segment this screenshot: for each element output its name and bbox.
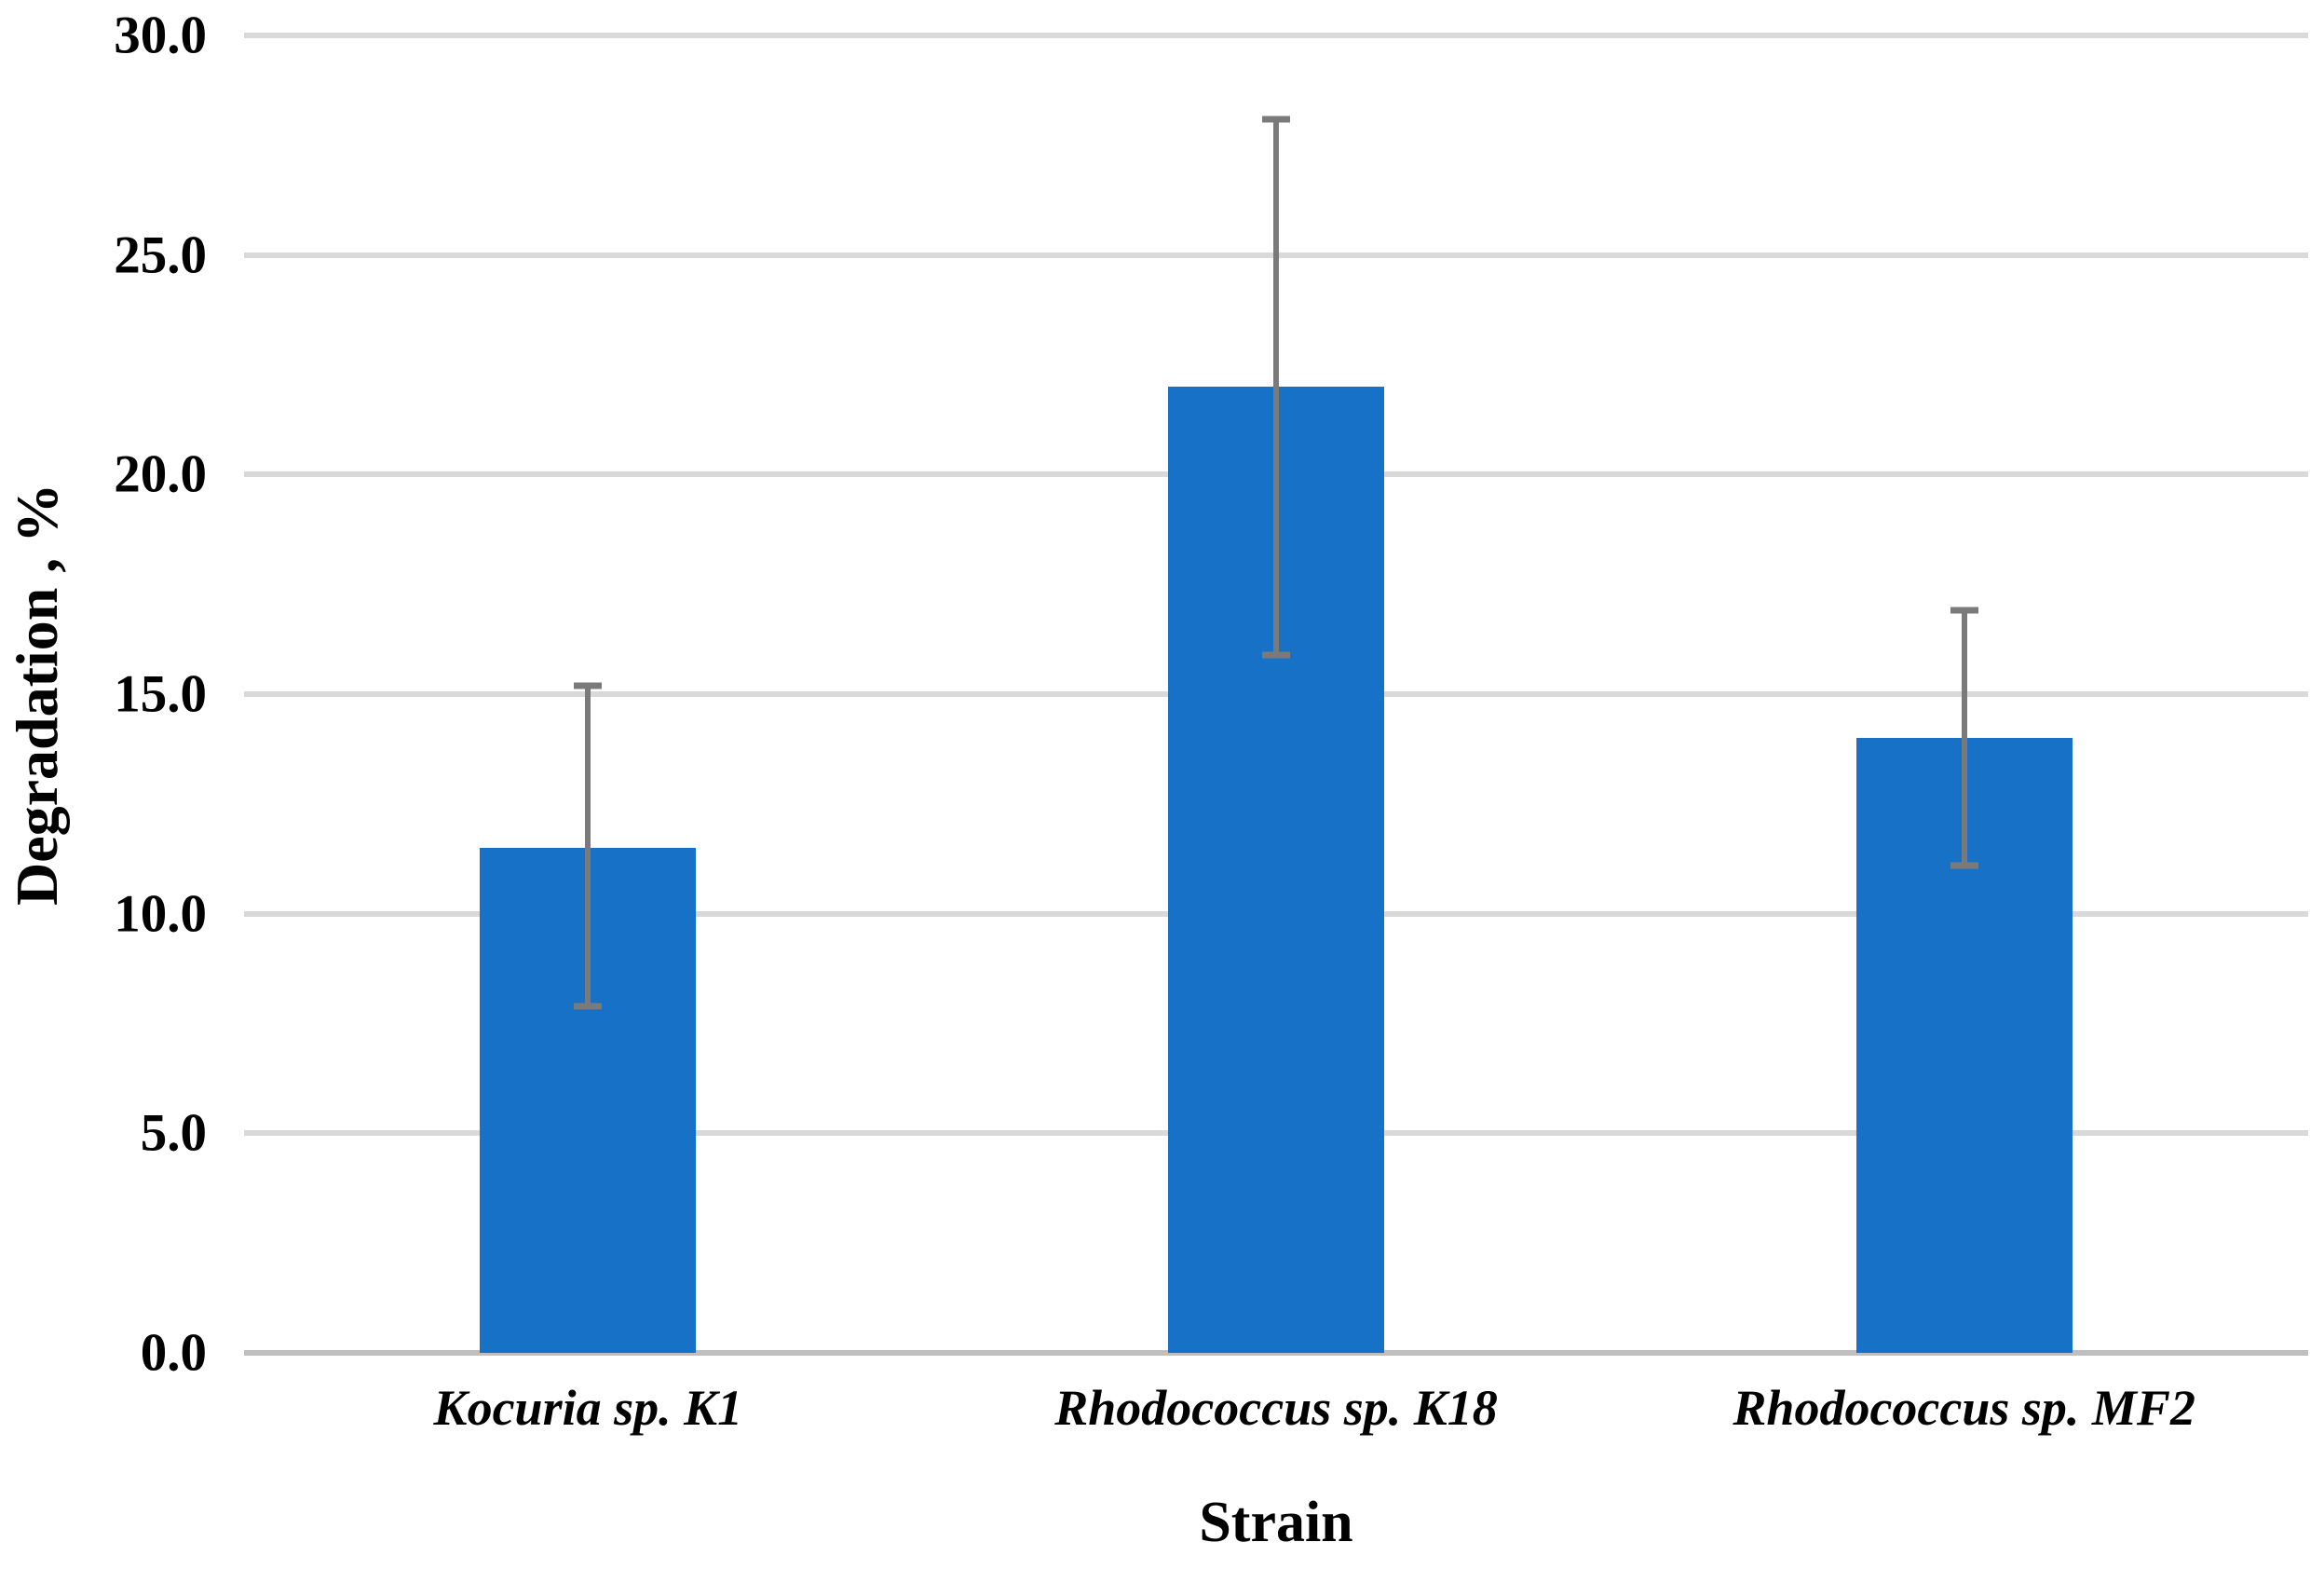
bars-container [244,35,2308,1353]
category-label-3: Rhodococcus sp. MF2 [1733,1380,2195,1436]
category-label-1: Kocuria sp. K1 [433,1380,743,1436]
gridline-0.0 [244,1350,2308,1356]
x-axis-category-labels: Kocuria sp. K1 Rhodococcus sp. K18 Rhodoco… [244,1379,2308,1437]
y-tick-label-10.0: 10.0 [114,884,207,944]
error-bar-cap-top-2 [1262,116,1290,123]
y-tick-label-15.0: 15.0 [114,664,207,724]
y-axis-tick-labels: 0.0 5.0 10.0 15.0 20.0 25.0 30.0 [0,9,207,1380]
error-bar-cap-top-3 [1950,607,1978,614]
error-bar-line-1 [585,685,591,1006]
error-bar-cap-bottom-2 [1262,651,1290,659]
bar-group-1 [244,35,932,1353]
y-tick-label-30.0: 30.0 [114,6,207,65]
error-bar-cap-top-1 [574,682,603,689]
y-tick-label-20.0: 20.0 [114,444,207,504]
category-label-2: Rhodococcus sp. K18 [1054,1380,1498,1436]
x-axis-title: Strain [1199,1491,1353,1554]
y-tick-label-5.0: 5.0 [140,1103,207,1163]
bar-group-3 [1620,35,2308,1353]
error-bar-line-3 [1961,610,1967,866]
plot-area [244,33,2308,1356]
y-tick-label-0.0: 0.0 [140,1323,207,1383]
y-tick-label-25.0: 25.0 [114,225,207,285]
gridline-30.0 [244,33,2308,38]
error-bar-line-2 [1273,118,1279,655]
error-bar-cap-bottom-3 [1950,862,1978,869]
error-bar-cap-bottom-1 [574,1003,603,1010]
bar-group-2 [932,35,1621,1353]
